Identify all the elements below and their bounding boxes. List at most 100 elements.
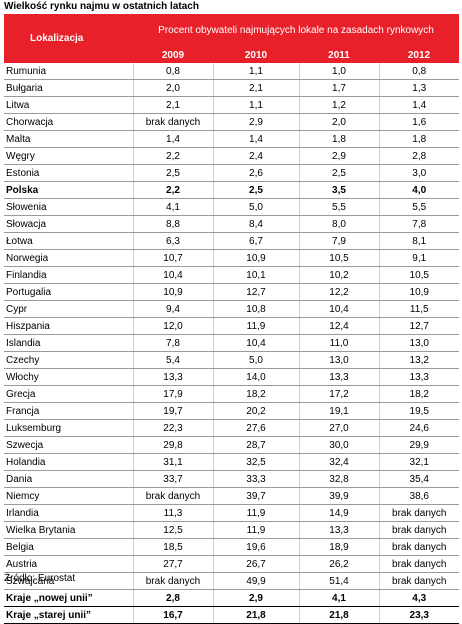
value-cell: 29,9 (378, 436, 460, 454)
table-row: Hiszpania 12,0 11,9 12,4 12,7 (4, 317, 460, 335)
table-row: Holandia 31,1 32,5 32,4 32,1 (4, 453, 460, 471)
table-row: Dania 33,7 33,3 32,8 35,4 (4, 470, 460, 488)
country-name: Czechy (4, 351, 133, 369)
value-cell: brak danych (132, 572, 213, 590)
value-cell: brak danych (132, 113, 213, 131)
value-cell: 2,6 (212, 164, 299, 182)
value-cell: 26,2 (298, 555, 379, 573)
table-row: Islandia 7,8 10,4 11,0 13,0 (4, 334, 460, 352)
value-cell: 1,6 (378, 113, 460, 131)
value-cell: 31,1 (132, 453, 213, 471)
value-cell: brak danych (378, 521, 460, 539)
value-cell: 1,2 (298, 96, 379, 114)
value-cell: 9,4 (132, 300, 213, 318)
table-row: Włochy 13,3 14,0 13,3 13,3 (4, 368, 460, 386)
value-cell: 0,8 (378, 63, 460, 80)
value-cell: 4,1 (132, 198, 213, 216)
value-cell: 2,5 (212, 181, 299, 199)
value-cell: 33,3 (212, 470, 299, 488)
country-name: Łotwa (4, 232, 133, 250)
value-cell: 2,9 (298, 147, 379, 165)
value-cell: 32,5 (212, 453, 299, 471)
table-row: Estonia 2,5 2,6 2,5 3,0 (4, 164, 460, 182)
value-cell: 10,2 (298, 266, 379, 284)
value-cell: 10,9 (378, 283, 460, 301)
table-row: Norwegia 10,7 10,9 10,5 9,1 (4, 249, 460, 267)
rental-market-table: Lokalizacja Procent obywateli najmującyc… (4, 14, 460, 624)
value-cell: 11,0 (298, 334, 379, 352)
table-row: Rumunia 0,8 1,1 1,0 0,8 (4, 63, 460, 80)
value-cell: 19,7 (132, 402, 213, 420)
country-name: Bułgaria (4, 79, 133, 97)
value-cell: 13,2 (378, 351, 460, 369)
value-cell: 2,4 (212, 147, 299, 165)
table-row: Węgry 2,2 2,4 2,9 2,8 (4, 147, 460, 165)
column-header-year: 2009 (133, 47, 213, 63)
value-cell: 14,0 (212, 368, 299, 386)
value-cell: 39,7 (212, 487, 299, 505)
value-cell: 1,1 (212, 96, 299, 114)
country-name: Francja (4, 402, 133, 420)
country-name: Litwa (4, 96, 133, 114)
value-cell: 2,0 (132, 79, 213, 97)
value-cell: 12,7 (212, 283, 299, 301)
table-row: Czechy 5,4 5,0 13,0 13,2 (4, 351, 460, 369)
table-row: Belgia 18,5 19,6 18,9 brak danych (4, 538, 460, 556)
value-cell: 1,8 (298, 130, 379, 148)
value-cell: 2,9 (212, 113, 299, 131)
country-name: Polska (4, 181, 133, 199)
value-cell: brak danych (378, 572, 460, 590)
column-header-year: 2012 (379, 47, 460, 63)
value-cell: 23,3 (378, 606, 460, 624)
table-row: Niemcy brak danych 39,7 39,9 38,6 (4, 487, 460, 505)
value-cell: 4,3 (378, 589, 460, 607)
table-row: Kraje „starej unii” 16,7 21,8 21,8 23,3 (4, 606, 460, 624)
value-cell: 2,5 (132, 164, 213, 182)
country-name: Słowacja (4, 215, 133, 233)
table-row: Bułgaria 2,0 2,1 1,7 1,3 (4, 79, 460, 97)
value-cell: 22,3 (132, 419, 213, 437)
value-cell: 1,4 (378, 96, 460, 114)
value-cell: 1,4 (132, 130, 213, 148)
value-cell: 13,0 (298, 351, 379, 369)
value-cell: brak danych (378, 504, 460, 522)
country-name: Dania (4, 470, 133, 488)
value-cell: brak danych (378, 538, 460, 556)
value-cell: 7,9 (298, 232, 379, 250)
value-cell: 2,9 (212, 589, 299, 607)
table-row: Litwa 2,1 1,1 1,2 1,4 (4, 96, 460, 114)
value-cell: 21,8 (212, 606, 299, 624)
value-cell: 32,8 (298, 470, 379, 488)
table-row: Luksemburg 22,3 27,6 27,0 24,6 (4, 419, 460, 437)
table-row: Szwecja 29,8 28,7 30,0 29,9 (4, 436, 460, 454)
value-cell: 1,3 (378, 79, 460, 97)
table-row: Polska 2,2 2,5 3,5 4,0 (4, 181, 460, 199)
country-name: Norwegia (4, 249, 133, 267)
value-cell: 17,2 (298, 385, 379, 403)
value-cell: 39,9 (298, 487, 379, 505)
value-cell: 2,0 (298, 113, 379, 131)
country-name: Włochy (4, 368, 133, 386)
country-name: Rumunia (4, 63, 133, 80)
value-cell: 13,0 (378, 334, 460, 352)
value-cell: 10,4 (298, 300, 379, 318)
table-body: Rumunia 0,8 1,1 1,0 0,8 Bułgaria 2,0 2,1 1,7 1,3 L… (4, 63, 460, 624)
value-cell: 18,2 (212, 385, 299, 403)
country-name: Chorwacja (4, 113, 133, 131)
value-cell: 2,1 (132, 96, 213, 114)
value-cell: 20,2 (212, 402, 299, 420)
value-cell: 10,5 (378, 266, 460, 284)
value-cell: 18,2 (378, 385, 460, 403)
value-cell: brak danych (132, 487, 213, 505)
country-name: Estonia (4, 164, 133, 182)
table-row: Cypr 9,4 10,8 10,4 11,5 (4, 300, 460, 318)
value-cell: 5,0 (212, 351, 299, 369)
value-cell: 10,9 (132, 283, 213, 301)
value-cell: 5,5 (378, 198, 460, 216)
country-name: Portugalia (4, 283, 133, 301)
table-row: Słowacja 8,8 8,4 8,0 7,8 (4, 215, 460, 233)
value-cell: 4,1 (298, 589, 379, 607)
table-row: Austria 27,7 26,7 26,2 brak danych (4, 555, 460, 573)
value-cell: 3,0 (378, 164, 460, 182)
country-name: Węgry (4, 147, 133, 165)
